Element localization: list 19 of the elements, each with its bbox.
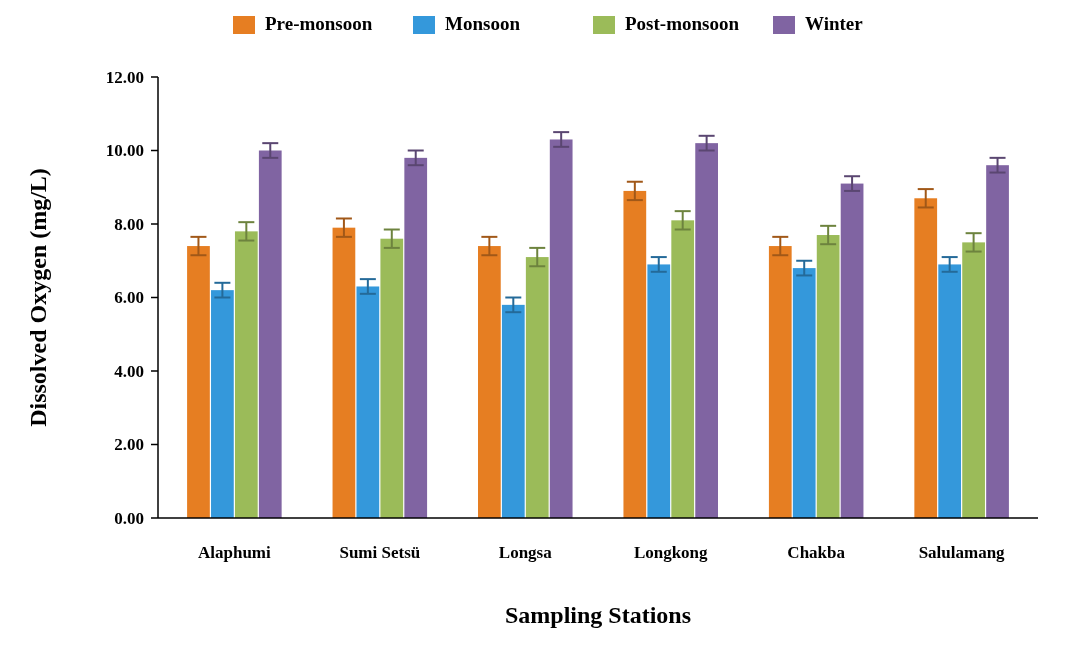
y-tick-label: 8.00 (114, 214, 144, 234)
x-tick-label: Salulamang (918, 543, 1006, 562)
x-tick-label: Longsa (498, 543, 553, 562)
x-tick-label: Chakba (787, 543, 846, 562)
x-tick-label: Sumi Setsü (339, 543, 421, 562)
legend-label: Pre-monsoon (265, 13, 373, 34)
x-axis-title: Sampling Stations (504, 602, 692, 628)
legend-label: Winter (805, 13, 864, 34)
y-tick-label: 10.00 (105, 141, 144, 161)
y-tick-label: 0.00 (114, 508, 144, 528)
y-tick-label: 6.00 (114, 288, 144, 308)
y-tick-label: 2.00 (114, 435, 144, 455)
legend-label: Post-monsoon (625, 13, 740, 34)
y-tick-label: 12.00 (105, 67, 144, 87)
x-tick-label: Longkong (633, 543, 709, 562)
y-tick-label: 4.00 (114, 361, 144, 381)
x-tick-label: Alaphumi (197, 543, 272, 562)
legend-label: Monsoon (445, 13, 521, 34)
y-axis-title: Dissolved Oxygen (mg/L) (25, 168, 51, 427)
